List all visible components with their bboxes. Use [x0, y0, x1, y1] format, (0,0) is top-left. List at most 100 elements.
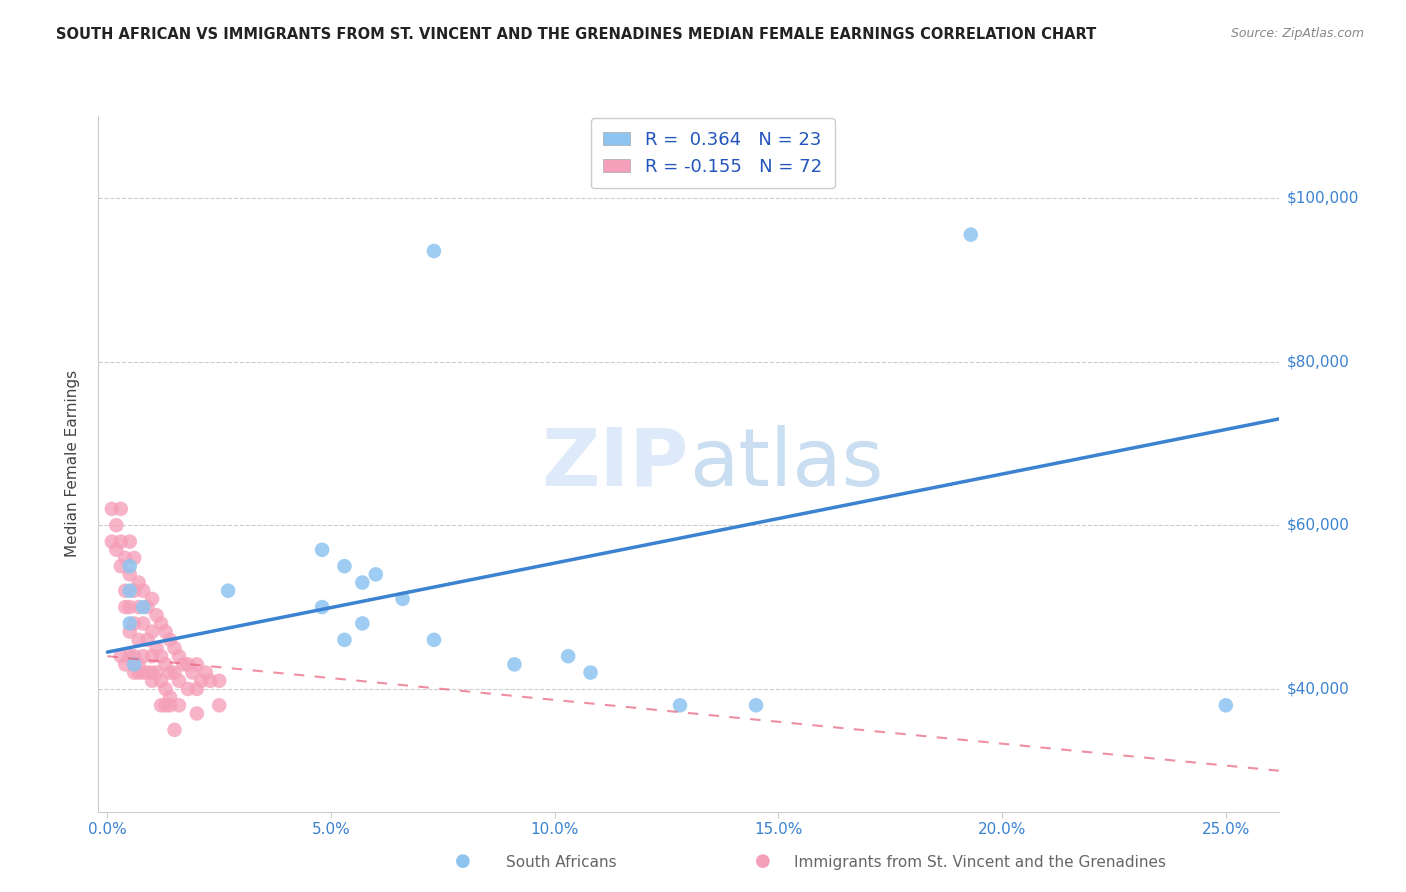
Point — [423, 632, 446, 647]
Point — [208, 673, 231, 688]
Point — [172, 657, 194, 672]
Point — [122, 551, 145, 566]
Point — [105, 542, 128, 557]
Point — [155, 624, 177, 639]
Point — [155, 681, 177, 696]
Point — [159, 665, 181, 680]
Point — [167, 698, 190, 713]
Point — [128, 665, 150, 680]
Point — [110, 649, 132, 664]
Y-axis label: Median Female Earnings: Median Female Earnings — [65, 370, 80, 558]
Point — [136, 600, 159, 615]
Point — [128, 600, 150, 615]
Text: SOUTH AFRICAN VS IMMIGRANTS FROM ST. VINCENT AND THE GRENADINES MEDIAN FEMALE EA: SOUTH AFRICAN VS IMMIGRANTS FROM ST. VIN… — [56, 27, 1097, 42]
Point — [132, 649, 155, 664]
Text: atlas: atlas — [689, 425, 883, 503]
Point — [163, 640, 186, 655]
Point — [118, 600, 141, 615]
Point — [118, 534, 141, 549]
Point — [118, 567, 141, 582]
Point — [311, 600, 333, 615]
Point — [163, 723, 186, 737]
Point — [136, 665, 159, 680]
Point — [118, 649, 141, 664]
Point — [132, 616, 155, 631]
Point — [503, 657, 526, 672]
Point — [391, 591, 413, 606]
Point — [579, 665, 602, 680]
Point — [110, 534, 132, 549]
Point — [745, 698, 768, 713]
Point — [118, 583, 141, 598]
Point — [150, 616, 173, 631]
Point — [128, 657, 150, 672]
Point — [557, 649, 579, 664]
Point — [150, 649, 173, 664]
Point — [118, 559, 141, 574]
Point — [186, 681, 208, 696]
Point — [145, 665, 167, 680]
Point — [145, 608, 167, 623]
Point — [110, 559, 132, 574]
Point — [159, 632, 181, 647]
Point — [114, 583, 136, 598]
Point — [132, 665, 155, 680]
Point — [114, 600, 136, 615]
Point — [122, 583, 145, 598]
Text: Immigrants from St. Vincent and the Grenadines: Immigrants from St. Vincent and the Gren… — [794, 855, 1167, 870]
Point — [167, 673, 190, 688]
Point — [114, 551, 136, 566]
Point — [141, 649, 163, 664]
Point — [208, 698, 231, 713]
Point — [959, 227, 981, 242]
Point — [333, 632, 356, 647]
Point — [114, 657, 136, 672]
Point — [352, 575, 374, 590]
Point — [1215, 698, 1237, 713]
Point — [141, 665, 163, 680]
Point — [155, 657, 177, 672]
Point — [136, 632, 159, 647]
Text: $40,000: $40,000 — [1286, 681, 1350, 697]
Point — [128, 632, 150, 647]
Point — [101, 501, 124, 516]
Point — [177, 681, 200, 696]
Text: $60,000: $60,000 — [1286, 517, 1350, 533]
Point — [217, 583, 239, 598]
Point — [128, 575, 150, 590]
Point — [110, 501, 132, 516]
Point — [333, 559, 356, 574]
Point — [122, 665, 145, 680]
Text: South Africans: South Africans — [506, 855, 617, 870]
Text: $80,000: $80,000 — [1286, 354, 1350, 369]
Text: $100,000: $100,000 — [1286, 190, 1358, 205]
Point — [364, 567, 387, 582]
Point — [190, 673, 212, 688]
Point — [118, 624, 141, 639]
Point — [159, 698, 181, 713]
Point — [167, 649, 190, 664]
Point — [181, 665, 204, 680]
Text: ●: ● — [456, 852, 471, 870]
Legend: R =  0.364   N = 23, R = -0.155   N = 72: R = 0.364 N = 23, R = -0.155 N = 72 — [591, 118, 835, 188]
Point — [118, 616, 141, 631]
Point — [122, 657, 145, 672]
Point — [159, 690, 181, 705]
Point — [141, 591, 163, 606]
Point — [669, 698, 692, 713]
Point — [122, 649, 145, 664]
Text: ●: ● — [755, 852, 770, 870]
Point — [132, 583, 155, 598]
Point — [150, 673, 173, 688]
Point — [200, 673, 222, 688]
Point — [177, 657, 200, 672]
Text: Source: ZipAtlas.com: Source: ZipAtlas.com — [1230, 27, 1364, 40]
Point — [186, 657, 208, 672]
Point — [311, 542, 333, 557]
Point — [105, 518, 128, 533]
Point — [141, 624, 163, 639]
Point — [101, 534, 124, 549]
Point — [194, 665, 217, 680]
Point — [186, 706, 208, 721]
Point — [155, 698, 177, 713]
